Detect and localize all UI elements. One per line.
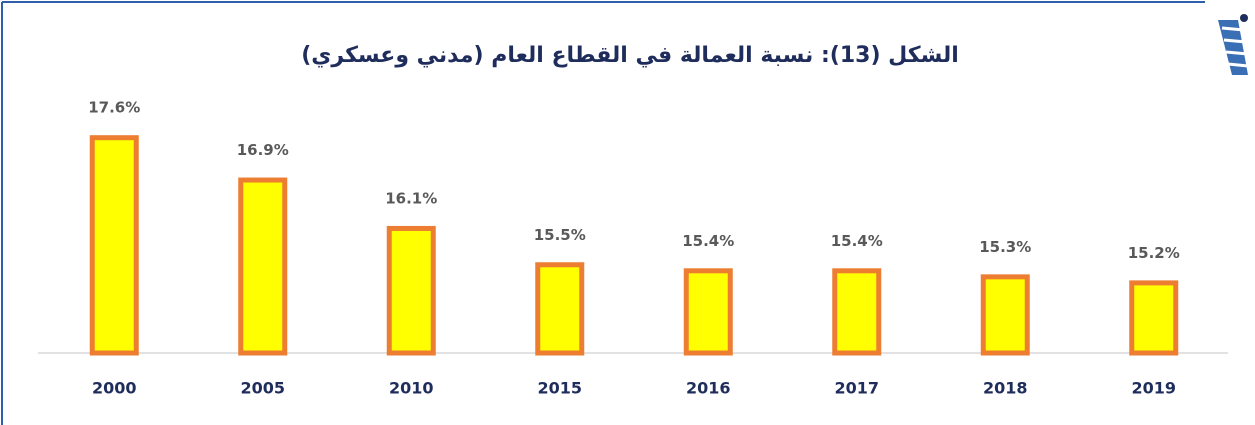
x-tick-label: 2000 bbox=[92, 379, 137, 398]
x-tick-label: 2017 bbox=[834, 379, 879, 398]
x-tick-label: 2015 bbox=[537, 379, 582, 398]
value-label: 15.4% bbox=[682, 232, 734, 250]
x-tick-label: 2005 bbox=[240, 379, 285, 398]
bar bbox=[89, 135, 139, 356]
bar bbox=[535, 262, 585, 356]
x-tick-label: 2019 bbox=[1131, 379, 1176, 398]
value-label: 16.9% bbox=[237, 141, 289, 159]
bar bbox=[980, 274, 1030, 356]
value-label: 16.1% bbox=[385, 189, 437, 207]
value-label: 15.5% bbox=[534, 226, 586, 244]
x-tick-label: 2018 bbox=[983, 379, 1028, 398]
bar bbox=[386, 225, 436, 356]
chart-title: الشكل (13): نسبة العمالة في القطاع العام… bbox=[301, 43, 959, 68]
x-tick-label: 2010 bbox=[389, 379, 434, 398]
logo bbox=[1218, 14, 1249, 75]
value-label: 15.3% bbox=[979, 238, 1031, 256]
x-tick-label: 2016 bbox=[686, 379, 731, 398]
bar bbox=[832, 268, 882, 356]
bar bbox=[1129, 280, 1179, 356]
value-label: 15.2% bbox=[1128, 244, 1180, 262]
value-label: 15.4% bbox=[831, 232, 883, 250]
bar bbox=[238, 177, 288, 356]
value-label: 17.6% bbox=[88, 99, 140, 117]
bar bbox=[683, 268, 733, 356]
